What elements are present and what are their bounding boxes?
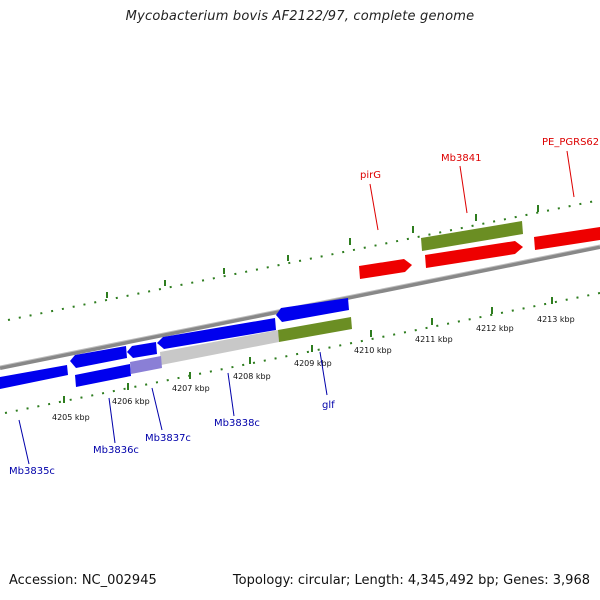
gene-label-Mb3841[interactable]: Mb3841 bbox=[441, 153, 481, 164]
scale-label: 4207 kbp bbox=[172, 384, 210, 393]
gene-Mb3838c-a[interactable] bbox=[157, 318, 276, 349]
reverse-leaders bbox=[18, 351, 328, 465]
gene-PE_PGRS62[interactable] bbox=[534, 227, 600, 250]
forward-genes bbox=[359, 221, 600, 279]
gene-Mb3836c-a[interactable] bbox=[70, 346, 127, 368]
reverse-genes bbox=[0, 298, 352, 389]
pseudo-gene[interactable] bbox=[160, 330, 279, 365]
gene-label-PE_PGRS62[interactable]: PE_PGRS62 bbox=[542, 137, 599, 148]
major-ticks-bottom bbox=[63, 297, 553, 403]
gene-Mb3835c[interactable] bbox=[0, 365, 68, 389]
gene-pirG[interactable] bbox=[359, 259, 412, 279]
gene-Mb3841[interactable] bbox=[425, 241, 523, 268]
major-ticks-top bbox=[106, 205, 539, 298]
scale-label: 4211 kbp bbox=[415, 335, 453, 344]
reverse-tick-ruler bbox=[4, 292, 600, 414]
rna-feature-top[interactable] bbox=[421, 221, 523, 251]
reverse-gene-labels: Mb3835c Mb3836c Mb3837c Mb3838c glf bbox=[9, 400, 335, 477]
gene-label-Mb3837c[interactable]: Mb3837c bbox=[145, 433, 191, 444]
scale-label: 4210 kbp bbox=[354, 346, 392, 355]
gene-Mb3838c-b[interactable] bbox=[276, 298, 349, 322]
gene-label-glf[interactable]: glf bbox=[322, 400, 335, 411]
map-title: Mycobacterium bovis AF2122/97, complete … bbox=[125, 9, 475, 24]
gene-label-Mb3836c[interactable]: Mb3836c bbox=[93, 445, 139, 456]
gene-glf[interactable] bbox=[278, 317, 352, 342]
scale-label: 4209 kbp bbox=[294, 359, 332, 368]
scale-label: 4205 kbp bbox=[52, 413, 90, 422]
overlap-segment[interactable] bbox=[130, 356, 162, 374]
gene-label-Mb3838c[interactable]: Mb3838c bbox=[214, 418, 260, 429]
gene-Mb3837c[interactable] bbox=[127, 342, 157, 358]
gene-Mb3836c-b[interactable] bbox=[75, 364, 131, 387]
scale-label: 4213 kbp bbox=[537, 315, 575, 324]
forward-tick-ruler bbox=[7, 199, 600, 321]
scale-label: 4208 kbp bbox=[233, 372, 271, 381]
forward-leaders bbox=[369, 150, 575, 231]
gene-label-pirG[interactable]: pirG bbox=[360, 170, 381, 181]
scale-label: 4206 kbp bbox=[112, 397, 150, 406]
genome-summary-text: Topology: circular; Length: 4,345,492 bp… bbox=[232, 573, 590, 588]
forward-gene-labels: pirG Mb3841 PE_PGRS62 bbox=[360, 137, 599, 181]
gene-label-Mb3835c[interactable]: Mb3835c bbox=[9, 466, 55, 477]
scale-label: 4212 kbp bbox=[476, 324, 514, 333]
scale-labels: 4205 kbp 4206 kbp 4207 kbp 4208 kbp 4209… bbox=[52, 315, 575, 422]
minor-ticks-top bbox=[7, 199, 600, 321]
accession-text: Accession: NC_002945 bbox=[9, 573, 157, 588]
